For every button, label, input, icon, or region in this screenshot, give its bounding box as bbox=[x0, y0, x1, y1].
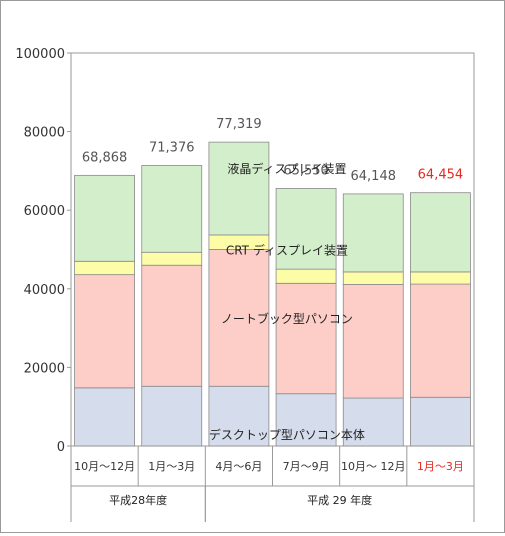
group-label: 平成 29 年度 bbox=[307, 493, 372, 507]
bar-segment-4 bbox=[342, 193, 404, 273]
bar-segment-2 bbox=[410, 283, 471, 398]
bar-segment-4 bbox=[141, 165, 203, 253]
bar-total-label: 77,319 bbox=[216, 117, 262, 132]
series-label: 液晶ディスプレイ装置 bbox=[227, 161, 346, 176]
bar-segment-1 bbox=[342, 397, 404, 447]
bar-segment-4 bbox=[275, 187, 337, 270]
category-label: 10月～ 12月 bbox=[341, 460, 406, 473]
bar-segment-2 bbox=[275, 282, 337, 395]
y-tick-label: 0 bbox=[57, 440, 65, 455]
bar-segment-3 bbox=[410, 271, 471, 285]
bar-total-label: 64,148 bbox=[351, 169, 397, 184]
bar-segment-3 bbox=[342, 271, 404, 285]
series-label: ノートブック型パソコン bbox=[221, 311, 353, 326]
bar-segment-1 bbox=[410, 396, 471, 447]
bar-segment-4 bbox=[410, 192, 471, 273]
bar-segment-4 bbox=[74, 174, 135, 262]
category-label: 1月～3月 bbox=[417, 460, 464, 473]
y-tick-label: 60000 bbox=[24, 204, 65, 219]
y-tick-label: 80000 bbox=[24, 126, 65, 141]
bar-segment-1 bbox=[141, 385, 203, 447]
bar-segment-3 bbox=[74, 260, 135, 276]
y-tick-label: 20000 bbox=[24, 361, 65, 376]
series-label: デスクトップ型パソコン本体 bbox=[209, 427, 365, 442]
bar-segment-3 bbox=[275, 268, 337, 284]
bar-total-label: 68,868 bbox=[82, 150, 128, 165]
bar-total-label: 64,454 bbox=[418, 168, 464, 183]
series-label: CRT ディスプレイ装置 bbox=[226, 243, 348, 258]
y-tick-label: 100000 bbox=[15, 47, 65, 62]
group-label: 平成28年度 bbox=[109, 493, 167, 507]
bar-segment-1 bbox=[74, 387, 135, 447]
bar-segment-2 bbox=[208, 249, 270, 387]
bar-segment-3 bbox=[141, 251, 203, 266]
bar-total-label: 71,376 bbox=[149, 140, 195, 155]
bar-segment-2 bbox=[74, 274, 135, 389]
bar-segment-2 bbox=[342, 284, 404, 399]
category-label: 7月～9月 bbox=[283, 460, 330, 473]
bar-segment-2 bbox=[141, 264, 203, 387]
category-label: 10月～12月 bbox=[74, 460, 135, 473]
bar-total-label: 65,550 bbox=[283, 163, 329, 178]
category-label: 4月～6月 bbox=[215, 460, 262, 473]
bar-segment-4 bbox=[208, 141, 270, 236]
y-tick-label: 40000 bbox=[24, 283, 65, 298]
category-label: 1月～3月 bbox=[148, 460, 195, 473]
